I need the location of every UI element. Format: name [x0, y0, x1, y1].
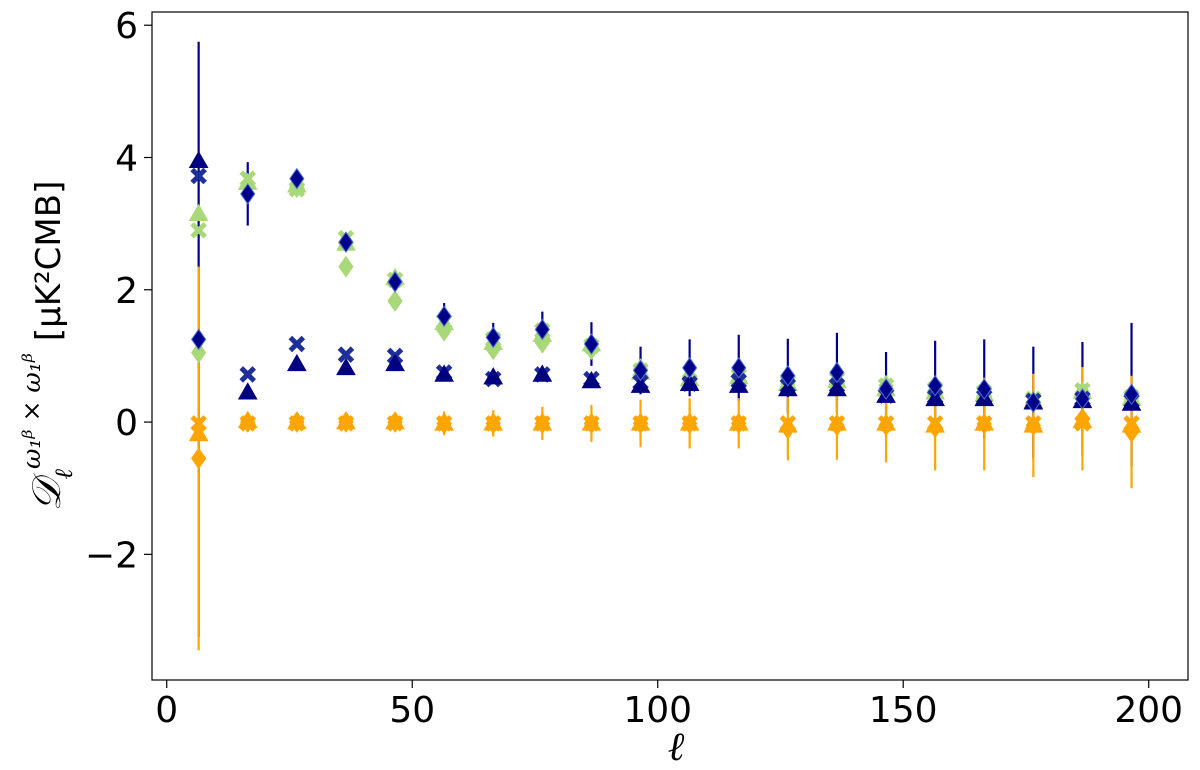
y-axis-label-sup: ω₁ᵝ × ω₁ᵝ	[17, 353, 46, 469]
data-point	[387, 290, 403, 312]
data-point	[289, 167, 305, 190]
data-point	[336, 357, 356, 376]
data-point	[1121, 415, 1142, 433]
data-point	[780, 364, 796, 387]
data-point	[829, 361, 845, 384]
data-point	[336, 412, 356, 430]
data-point	[581, 413, 602, 431]
data-point	[240, 183, 256, 205]
data-point	[1025, 391, 1041, 414]
data-point	[630, 413, 651, 431]
x-tick-label: 200	[1114, 690, 1183, 731]
data-point	[191, 328, 207, 351]
data-point	[188, 203, 209, 221]
data-point	[632, 359, 649, 382]
data-point	[581, 371, 602, 389]
data-point	[434, 364, 455, 382]
data-point	[925, 415, 945, 433]
data-point	[682, 356, 698, 379]
data-point	[485, 326, 501, 349]
data-point	[237, 382, 258, 400]
data-point	[434, 413, 455, 431]
x-tick-label: 150	[869, 690, 938, 731]
y-tick-label: 2	[115, 271, 138, 312]
data-point	[337, 346, 355, 363]
data-point	[237, 410, 258, 428]
x-axis-label: ℓ	[668, 724, 685, 770]
data-point	[777, 378, 798, 397]
data-point	[532, 413, 553, 431]
data-point	[338, 255, 354, 278]
data-point	[876, 413, 896, 431]
y-tick-label: 4	[115, 139, 138, 180]
data-point	[385, 353, 405, 372]
data-point	[728, 413, 749, 431]
x-tick-label: 50	[389, 690, 435, 731]
data-point	[974, 413, 995, 431]
data-point	[1123, 383, 1140, 406]
y-tick-label: 0	[115, 403, 138, 444]
data-point	[288, 335, 306, 353]
y-tick-label: 6	[115, 6, 138, 47]
data-point	[190, 167, 207, 185]
data-point	[286, 412, 307, 430]
data-point	[338, 231, 354, 254]
data-point	[583, 333, 600, 355]
data-point	[190, 415, 207, 432]
data-point	[1072, 410, 1093, 428]
data-point	[286, 353, 307, 372]
data-point	[188, 150, 209, 169]
y-axis-label: 𝒟ℓω₁ᵝ × ω₁ᵝ[μK²CMB]	[17, 181, 78, 512]
data-point	[534, 318, 550, 341]
data-point	[436, 305, 452, 328]
plot-marks	[188, 41, 1142, 651]
data-point	[191, 447, 207, 470]
data-point	[728, 375, 749, 393]
y-axis-label-unit: [μK²CMB]	[29, 181, 69, 342]
data-point	[387, 270, 403, 293]
data-point	[1023, 415, 1044, 433]
data-point	[925, 388, 945, 407]
y-axis-label-sub: ℓ	[49, 468, 78, 479]
data-point	[532, 364, 553, 382]
data-point	[827, 378, 847, 397]
data-point	[679, 413, 700, 431]
data-point	[483, 413, 504, 431]
data-point	[777, 415, 798, 433]
data-point	[191, 341, 207, 364]
x-tick-label: 0	[155, 690, 178, 731]
axes: 0 50 100 150 200 −2 0 2 4 6	[85, 6, 1189, 731]
data-point	[679, 373, 700, 391]
x-tick-label: 100	[623, 690, 692, 731]
data-point	[190, 221, 207, 239]
plot-area	[188, 41, 1142, 651]
y-tick-label: −2	[85, 535, 138, 576]
data-point	[385, 412, 405, 430]
data-point	[188, 423, 209, 442]
data-point	[976, 378, 992, 400]
data-point	[630, 375, 651, 393]
plot-frame	[151, 11, 1189, 681]
data-point	[827, 413, 847, 431]
data-point	[239, 366, 257, 383]
data-point	[878, 378, 894, 400]
data-point	[731, 356, 747, 379]
data-point	[483, 367, 504, 385]
data-point	[927, 374, 943, 397]
